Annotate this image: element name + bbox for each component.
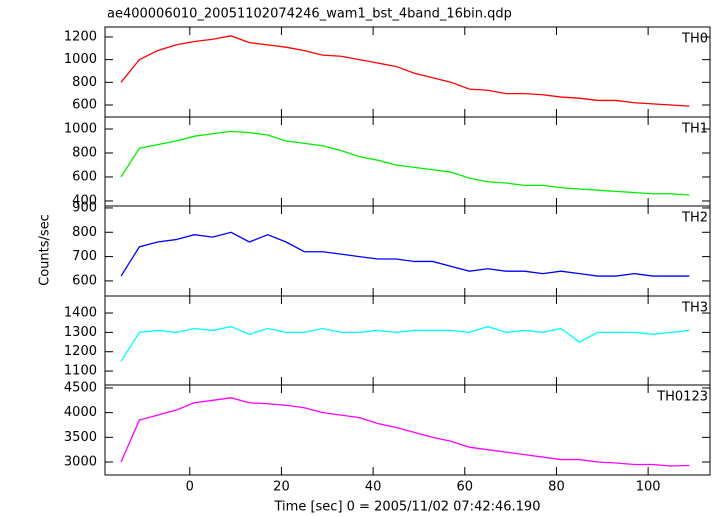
y-tick-label: 600 — [72, 273, 97, 288]
y-tick-label: 700 — [72, 249, 97, 264]
x-axis-label: Time [sec] 0 = 2005/11/02 07:42:46.190 — [274, 500, 541, 515]
data-line — [120, 325, 690, 362]
x-tick-label: 20 — [273, 480, 290, 495]
y-tick-label: 1200 — [64, 344, 97, 359]
x-tick-label: 0 — [186, 480, 194, 495]
panel-frame — [104, 116, 711, 207]
panel-label: TH0123 — [656, 390, 708, 405]
panel-frame — [104, 26, 711, 118]
y-tick-label: 900 — [72, 200, 97, 215]
y-tick-label: 1100 — [64, 364, 97, 379]
x-tick-label: 40 — [365, 480, 382, 495]
data-line — [120, 397, 690, 467]
y-tick-label: 800 — [72, 145, 97, 160]
y-tick-label: 3500 — [64, 430, 97, 445]
panel-label: TH0 — [681, 32, 708, 47]
panel-frame — [104, 205, 711, 297]
y-tick-label: 800 — [72, 225, 97, 240]
y-tick-label: 4000 — [64, 405, 97, 420]
y-tick-label: 1200 — [64, 29, 97, 44]
y-tick-label: 4500 — [64, 380, 97, 395]
x-tick-label: 100 — [636, 480, 661, 495]
y-axis-label: Counts/sec — [38, 214, 53, 286]
chart-title: ae400006010_20051102074246_wam1_bst_4ban… — [107, 7, 512, 22]
y-tick-label: 600 — [72, 97, 97, 112]
y-tick-label: 600 — [72, 169, 97, 184]
y-tick-label: 3000 — [64, 455, 97, 470]
data-line — [120, 130, 690, 196]
data-line — [120, 231, 690, 277]
y-tick-label: 400 — [72, 193, 97, 208]
x-tick-label: 60 — [457, 480, 474, 495]
y-tick-label: 1000 — [64, 52, 97, 67]
panel-label: TH2 — [681, 211, 708, 226]
panel-label: TH3 — [681, 301, 708, 316]
y-tick-label: 1000 — [64, 121, 97, 136]
y-tick-label: 1300 — [64, 325, 97, 340]
panel-frame — [104, 384, 711, 476]
y-tick-label: 800 — [72, 75, 97, 90]
panel-label: TH1 — [681, 122, 708, 137]
data-line — [120, 35, 690, 107]
x-tick-label: 80 — [548, 480, 565, 495]
y-tick-label: 1400 — [64, 306, 97, 321]
panel-frame — [104, 295, 711, 386]
